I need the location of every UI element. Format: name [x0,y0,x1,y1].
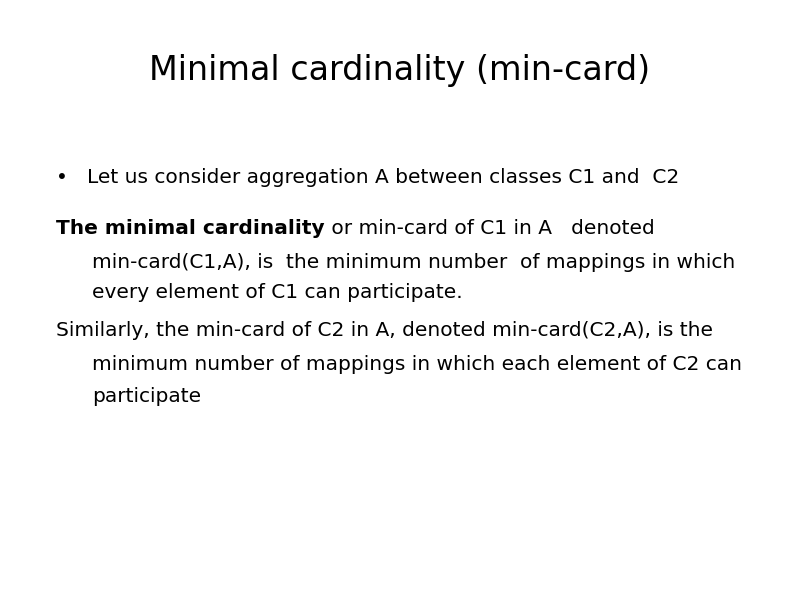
Text: Minimal cardinality (min-card): Minimal cardinality (min-card) [150,54,650,87]
Text: or min-card of C1 in A   denoted: or min-card of C1 in A denoted [325,219,654,238]
Text: •   Let us consider aggregation A between classes C1 and  C2: • Let us consider aggregation A between … [56,168,679,187]
Text: min-card(C1,A), is  the minimum number  of mappings in which: min-card(C1,A), is the minimum number of… [92,253,735,272]
Text: participate: participate [92,387,201,406]
Text: The minimal cardinality: The minimal cardinality [56,219,325,238]
Text: Similarly, the min-card of C2 in A, denoted min-card(C2,A), is the: Similarly, the min-card of C2 in A, deno… [56,321,713,340]
Text: minimum number of mappings in which each element of C2 can: minimum number of mappings in which each… [92,355,742,374]
Text: every element of C1 can participate.: every element of C1 can participate. [92,283,462,302]
